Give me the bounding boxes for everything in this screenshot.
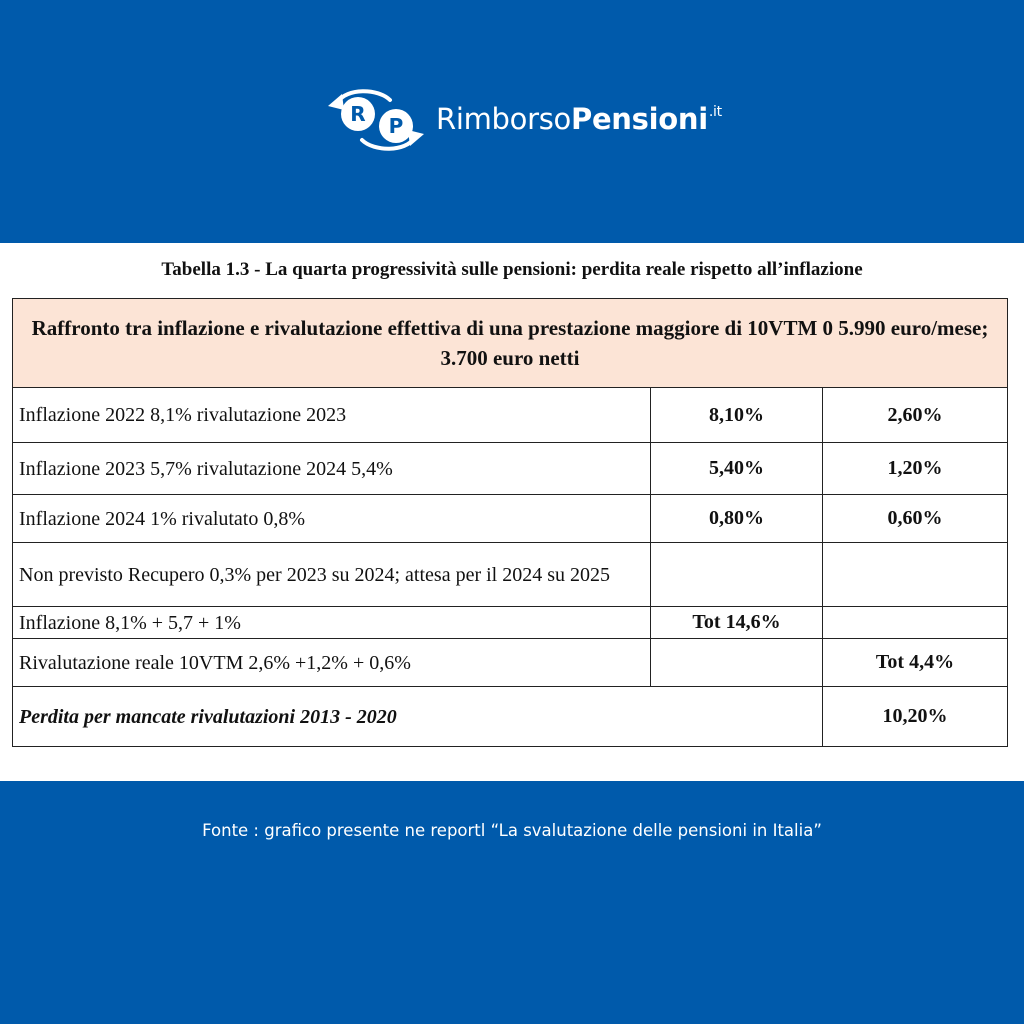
table-row: Inflazione 2023 5,7% rivalutazione 2024 … bbox=[12, 442, 1008, 495]
header-banner: R P RimborsoPensioni.it bbox=[0, 0, 1024, 243]
row-value-col2: Tot 4,4% bbox=[822, 638, 1008, 687]
row-value-col2: 1,20% bbox=[822, 442, 1008, 495]
row-label: Inflazione 2022 8,1% rivalutazione 2023 bbox=[12, 387, 651, 443]
brand-logo[interactable]: R P RimborsoPensioni.it bbox=[320, 80, 722, 160]
row-value-col2 bbox=[822, 542, 1008, 607]
table-header-row: Raffronto tra inflazione e rivalutazione… bbox=[12, 298, 1008, 388]
comparison-table: Raffronto tra inflazione e rivalutazione… bbox=[12, 298, 1008, 747]
brand-tld: .it bbox=[708, 104, 722, 120]
table-header-cell: Raffronto tra inflazione e rivalutazione… bbox=[12, 298, 1008, 388]
row-label: Inflazione 2024 1% rivalutato 0,8% bbox=[12, 494, 651, 543]
brand-name: RimborsoPensioni.it bbox=[436, 102, 722, 136]
row-label: Non previsto Recupero 0,3% per 2023 su 2… bbox=[12, 542, 651, 607]
row-value-col2: 2,60% bbox=[822, 387, 1008, 443]
table-total-row: Perdita per mancate rivalutazioni 2013 -… bbox=[12, 686, 1008, 747]
total-loss-value: 10,20% bbox=[822, 686, 1008, 747]
brand-name-bold: Pensioni bbox=[570, 102, 708, 136]
row-value-col1: Tot 14,6% bbox=[650, 606, 823, 639]
table-row: Inflazione 8,1% + 5,7 + 1% Tot 14,6% bbox=[12, 606, 1008, 639]
table-row: Inflazione 2022 8,1% rivalutazione 2023 … bbox=[12, 387, 1008, 443]
row-label: Rivalutazione reale 10VTM 2,6% +1,2% + 0… bbox=[12, 638, 651, 687]
rp-logo-icon: R P bbox=[328, 89, 424, 151]
logo-letter-p: P bbox=[389, 114, 404, 138]
table-row: Rivalutazione reale 10VTM 2,6% +1,2% + 0… bbox=[12, 638, 1008, 687]
brand-name-light: Rimborso bbox=[436, 102, 571, 136]
table-row: Non previsto Recupero 0,3% per 2023 su 2… bbox=[12, 542, 1008, 607]
table-title: Tabella 1.3 - La quarta progressività su… bbox=[161, 259, 863, 280]
row-value-col1 bbox=[650, 638, 823, 687]
row-value-col1 bbox=[650, 542, 823, 607]
footer-banner: Fonte : grafico presente ne reportl “La … bbox=[0, 781, 1024, 1024]
table-panel: Tabella 1.3 - La quarta progressività su… bbox=[0, 243, 1024, 781]
row-value-col1: 5,40% bbox=[650, 442, 823, 495]
row-value-col2 bbox=[822, 606, 1008, 639]
table-row: Inflazione 2024 1% rivalutato 0,8% 0,80%… bbox=[12, 494, 1008, 543]
row-label: Inflazione 2023 5,7% rivalutazione 2024 … bbox=[12, 442, 651, 495]
row-value-col1: 8,10% bbox=[650, 387, 823, 443]
total-loss-label: Perdita per mancate rivalutazioni 2013 -… bbox=[12, 686, 823, 747]
row-value-col2: 0,60% bbox=[822, 494, 1008, 543]
logo-letter-r: R bbox=[350, 102, 365, 126]
row-label: Inflazione 8,1% + 5,7 + 1% bbox=[12, 606, 651, 639]
source-caption: Fonte : grafico presente ne reportl “La … bbox=[202, 821, 822, 840]
row-value-col1: 0,80% bbox=[650, 494, 823, 543]
